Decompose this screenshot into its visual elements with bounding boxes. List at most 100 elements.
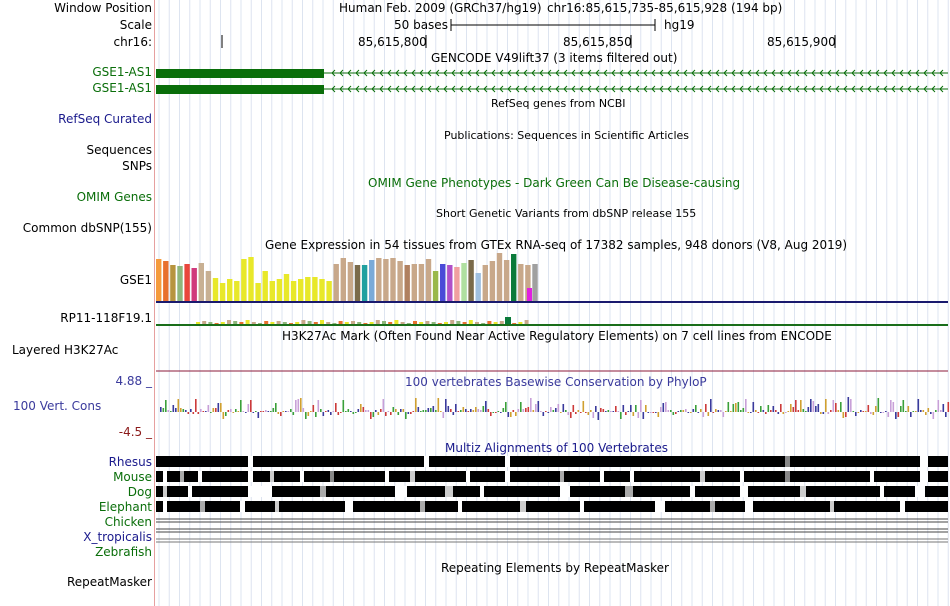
conservation-bar	[540, 411, 542, 412]
conservation-bar	[555, 408, 557, 412]
gtex-tissue-bar	[248, 257, 254, 301]
strand-arrow	[731, 69, 736, 77]
conservation-bar	[842, 412, 845, 418]
conservation-track-label[interactable]: 100 Vert. Cons	[13, 399, 102, 413]
gtex-tissue-bar	[462, 322, 467, 324]
gtex-tissue-bar	[290, 281, 297, 301]
conservation-bar	[455, 404, 457, 412]
conservation-bar	[870, 412, 872, 414]
conservation-bar	[272, 408, 275, 412]
alignment-gap	[880, 486, 884, 497]
gtex-tissue-bar	[475, 273, 481, 301]
conservation-bar	[917, 399, 920, 412]
strand-arrow	[907, 85, 912, 93]
gtex-tissue-bar	[468, 320, 473, 324]
conservation-bar	[545, 411, 547, 412]
conservation-bar	[805, 411, 807, 412]
conservation-bar	[695, 405, 697, 412]
conservation-bar	[755, 410, 757, 412]
conservation-bar	[775, 410, 777, 412]
strand-arrow	[523, 85, 528, 93]
conservation-bar	[715, 409, 717, 412]
gencode-item-label-2[interactable]: GSE1-AS1	[92, 81, 152, 95]
conservation-bar	[300, 398, 302, 412]
conservation-bar	[880, 412, 882, 413]
conservation-bar	[355, 412, 357, 413]
conservation-bar	[742, 408, 745, 412]
conservation-bar	[925, 412, 927, 415]
strand-arrow	[763, 69, 768, 77]
gtex-tissue-bar	[295, 322, 300, 324]
conservation-bar	[795, 400, 797, 412]
conservation-bar	[307, 412, 310, 416]
sequences-track-label[interactable]: Sequences	[86, 143, 152, 157]
strand-arrow	[835, 85, 840, 93]
refseq-track-label[interactable]: RefSeq Curated	[58, 112, 152, 126]
alignment-gap	[163, 471, 167, 482]
gtex-gene-label-gse1[interactable]: GSE1	[119, 273, 152, 287]
conservation-bar	[657, 412, 660, 417]
alignment-gap	[300, 471, 304, 482]
species-label-mouse: Mouse	[113, 470, 152, 484]
conservation-bar	[260, 411, 262, 412]
conservation-bar	[237, 411, 240, 412]
alignment-gap	[270, 471, 274, 482]
conservation-bar	[767, 405, 770, 412]
gtex-tissue-bar	[482, 265, 488, 301]
strand-arrow	[651, 85, 656, 93]
conservation-bar	[850, 399, 852, 412]
gtex-gene-label-rp11[interactable]: RP11-118F19.1	[60, 311, 152, 325]
h3k27ac-track-label[interactable]: Layered H3K27Ac	[12, 343, 119, 357]
alignment-gap	[740, 471, 744, 482]
strand-arrow	[931, 69, 936, 77]
strand-arrow	[827, 69, 832, 77]
position-text: chr16:85,615,735-85,615,928 (194 bp)	[547, 1, 783, 15]
conservation-bar	[482, 406, 485, 412]
alignment-gap	[330, 471, 334, 482]
alignment-gap	[248, 486, 272, 497]
strand-arrow	[691, 69, 696, 77]
gencode-item-label-1[interactable]: GSE1-AS1	[92, 65, 152, 79]
conservation-bar	[405, 412, 407, 419]
strand-arrow	[795, 69, 800, 77]
alignment-gap	[248, 471, 253, 482]
strand-arrow	[739, 69, 744, 77]
dbsnp-track-label[interactable]: Common dbSNP(155)	[22, 221, 152, 235]
gtex-tissue-bar	[419, 322, 424, 324]
conservation-bar	[580, 412, 582, 413]
gtex-tissue-bar	[313, 322, 318, 324]
gtex-tissue-bar	[361, 265, 368, 301]
strand-arrow	[331, 69, 336, 77]
alignment-gap	[200, 501, 205, 512]
conservation-bar	[182, 409, 185, 412]
gtex-tissue-bar	[269, 281, 275, 301]
species-label-elephant: Elephant	[98, 500, 152, 514]
conservation-bar	[167, 410, 170, 412]
gtex-tissue-bar	[413, 321, 417, 324]
conservation-bar	[937, 400, 940, 412]
conservation-bar	[825, 399, 827, 412]
conservation-bar	[595, 406, 597, 412]
snps-track-label[interactable]: SNPs	[122, 159, 152, 173]
strand-arrow	[491, 69, 496, 77]
conservation-bar	[502, 408, 505, 412]
gtex-track-title: Gene Expression in 54 tissues from GTEx …	[265, 238, 848, 252]
conservation-bar	[165, 400, 167, 412]
strand-arrow	[667, 69, 672, 77]
conservation-bar	[192, 412, 195, 414]
conservation-bar	[512, 410, 515, 412]
repeatmasker-track-label[interactable]: RepeatMasker	[66, 575, 152, 589]
omim-track-label[interactable]: OMIM Genes	[76, 190, 152, 204]
alignment-gap	[424, 456, 429, 467]
conservation-bar	[392, 407, 395, 412]
conservation-bar	[282, 411, 285, 412]
conservation-bar	[187, 412, 190, 414]
gtex-tissue-bar	[276, 279, 283, 301]
conservation-bar	[810, 399, 812, 412]
strand-arrow	[571, 69, 576, 77]
conservation-bar	[387, 411, 390, 412]
strand-arrow	[899, 85, 904, 93]
strand-arrow	[867, 85, 872, 93]
gtex-tissue-bar	[369, 322, 374, 324]
